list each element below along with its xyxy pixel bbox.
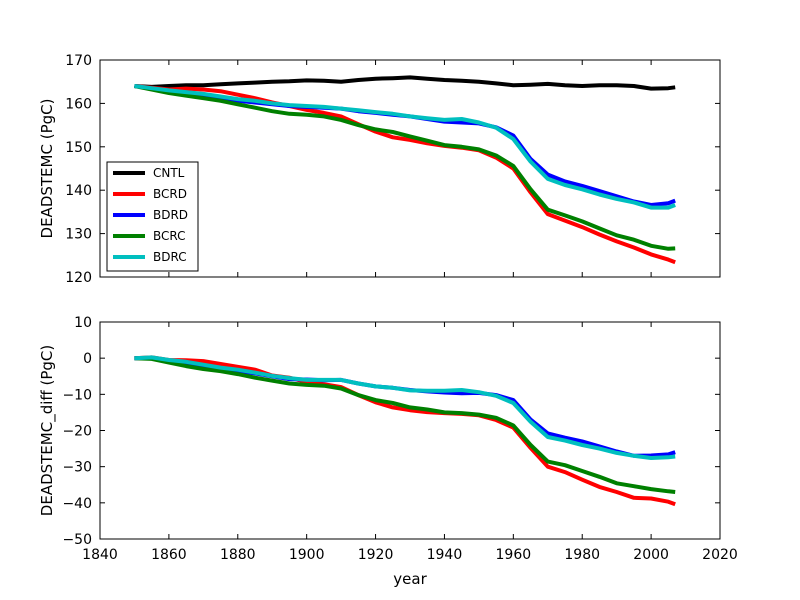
y-tick-label: 130 [65,227,92,243]
series-line-bcrd [134,355,676,507]
legend-label-bcrc: BCRC [153,229,186,243]
series-line-bcrc [134,84,676,251]
y-tick-label: 170 [65,53,92,69]
legend: CNTL BCRD BDRD BCRC BDRC [106,161,199,272]
x-tick-label: 1880 [220,547,256,563]
series-group [134,355,676,507]
x-tick-label: 1860 [151,547,187,563]
bottom-chart-deadstemc-diff: −50 −40 −30 −20 −10 0 10 1840 1860 1880 1900 1920 19… [38,315,738,588]
y-tick-label: −40 [62,496,92,512]
y-tick-label: −20 [62,424,92,440]
series-group [134,75,676,265]
y-axis-label: DEADSTEMC (PgC) [38,99,56,239]
y-tick-label: −50 [62,532,92,548]
legend-label-bcrd: BCRD [153,187,187,201]
series-line-bcrc [134,356,676,494]
series-line-bdrc [134,355,676,460]
x-axis-label: year [393,570,427,588]
y-tick-label: 150 [65,140,92,156]
series-line-bdrc [134,84,676,210]
y-tick-label: −10 [62,387,92,403]
x-tick-label: 1900 [289,547,325,563]
series-line-cntl [134,75,676,91]
y-tick-label: 160 [65,96,92,112]
x-tick-label: 1980 [564,547,600,563]
x-tick-label: 2020 [702,547,738,563]
x-tick-label: 1940 [427,547,463,563]
x-tick-label: 2000 [633,547,669,563]
y-tick-label: 0 [83,351,92,367]
series-line-bcrd [134,84,676,265]
y-tick-label: 140 [65,183,92,199]
x-tick-label: 1920 [358,547,394,563]
y-tick-label: 120 [65,270,92,286]
x-tick-label: 1840 [82,547,118,563]
plot-frame [99,59,721,278]
legend-label-bdrd: BDRD [153,208,188,222]
y-tick-label: −30 [62,460,92,476]
x-tick-label: 1960 [496,547,532,563]
y-tick-label: 10 [74,315,92,331]
y-axis-label: DEADSTEMC_diff (PgC) [38,345,57,516]
legend-label-bdrc: BDRC [153,250,187,264]
legend-label-cntl: CNTL [153,166,185,180]
top-chart-deadstemc: 120 130 140 150 160 170 DEADSTEMC (PgC) CNTL BCR… [38,53,721,286]
